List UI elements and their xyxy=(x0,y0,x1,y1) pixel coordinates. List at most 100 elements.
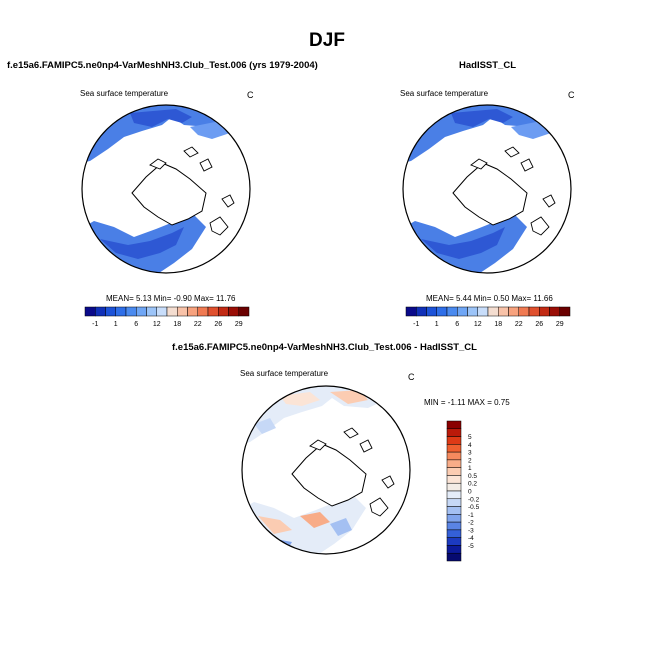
colorbar-swatch xyxy=(436,306,448,317)
colorbar-tick-label: 5 xyxy=(468,434,472,441)
panel2-colorbar: -1 1 6 12 18 22 26 29 xyxy=(405,306,571,328)
colorbar-tick-label: 22 xyxy=(194,321,202,328)
panel1-variable-label: Sea surface temperature xyxy=(80,89,169,98)
colorbar-tick-label: 0.5 xyxy=(468,473,477,480)
panel1-stats: MEAN= 5.13 Min= -0.90 Max= 11.76 xyxy=(106,294,236,303)
colorbar-swatch xyxy=(446,475,462,484)
colorbar-swatch xyxy=(228,306,239,317)
panel1-title: f.e15a6.FAMIPC5.ne0np4-VarMeshNH3.Club_T… xyxy=(7,60,318,71)
colorbar-tick-label: -2 xyxy=(468,520,474,527)
colorbar-tick-label: -1 xyxy=(413,321,419,328)
colorbar-swatch xyxy=(166,306,178,317)
colorbar-tick-label: 1 xyxy=(468,465,472,472)
colorbar-swatch xyxy=(528,306,540,317)
panel3-title: f.e15a6.FAMIPC5.ne0np4-VarMeshNH3.Club_T… xyxy=(172,342,477,353)
colorbar-swatch xyxy=(416,306,427,317)
colorbar-swatch xyxy=(156,306,168,317)
colorbar-swatch xyxy=(446,420,462,430)
panel3-variable-label: Sea surface temperature xyxy=(240,369,329,378)
colorbar-swatch xyxy=(105,306,116,317)
colorbar-swatch xyxy=(477,306,489,317)
colorbar-swatch xyxy=(446,490,462,500)
colorbar-tick-label: 3 xyxy=(468,450,472,457)
colorbar-tick-label: 6 xyxy=(455,321,459,328)
colorbar-swatch xyxy=(446,306,458,317)
panel2-variable-label: Sea surface temperature xyxy=(400,89,489,98)
colorbar-tick-label: 29 xyxy=(556,321,564,328)
colorbar-tick-label: -3 xyxy=(468,527,474,534)
colorbar-tick-label: -4 xyxy=(468,535,474,542)
colorbar-tick-label: -5 xyxy=(468,543,474,550)
colorbar-tick-label: -0.5 xyxy=(468,504,480,511)
panel1-units: C xyxy=(247,90,254,100)
panel2-polar-map xyxy=(402,104,572,274)
panel2-title: HadISST_CL xyxy=(459,60,517,71)
colorbar-tick-label: 1 xyxy=(114,321,118,328)
colorbar-swatch xyxy=(218,306,229,317)
colorbar-swatch xyxy=(539,306,550,317)
colorbar-tick-label: 18 xyxy=(173,321,181,328)
colorbar-swatch xyxy=(518,306,530,317)
colorbar-swatch xyxy=(238,306,250,317)
panel2-stats: MEAN= 5.44 Min= 0.50 Max= 11.66 xyxy=(426,294,553,303)
colorbar-swatch xyxy=(467,306,478,317)
colorbar-tick-label: -1 xyxy=(92,321,98,328)
colorbar-tick-label: 0 xyxy=(468,489,472,496)
colorbar-swatch xyxy=(457,306,468,317)
colorbar-swatch xyxy=(115,306,127,317)
colorbar-tick-label: 1 xyxy=(435,321,439,328)
colorbar-swatch xyxy=(446,482,462,492)
colorbar-swatch xyxy=(446,498,462,507)
colorbar-swatch xyxy=(187,306,198,317)
colorbar-swatch xyxy=(559,306,571,317)
colorbar-swatch xyxy=(446,467,462,476)
colorbar-swatch xyxy=(136,306,147,317)
colorbar-tick-label: -1 xyxy=(468,512,474,519)
colorbar-swatch xyxy=(446,428,462,437)
colorbar-swatch xyxy=(446,552,462,562)
colorbar-swatch xyxy=(405,306,417,317)
colorbar-swatch xyxy=(125,306,137,317)
colorbar-tick-label: 18 xyxy=(494,321,502,328)
colorbar-tick-label: 4 xyxy=(468,442,472,449)
colorbar-tick-label: 2 xyxy=(468,457,472,464)
colorbar-swatch xyxy=(487,306,499,317)
colorbar-tick-label: 22 xyxy=(515,321,523,328)
colorbar-swatch xyxy=(426,306,437,317)
colorbar-swatch xyxy=(446,451,462,461)
colorbar-tick-label: 6 xyxy=(134,321,138,328)
colorbar-tick-label: 12 xyxy=(474,321,482,328)
colorbar-swatch xyxy=(446,444,462,453)
colorbar-swatch xyxy=(146,306,157,317)
colorbar-swatch xyxy=(446,514,462,523)
figure-title: DJF xyxy=(309,30,345,51)
panel3-polar-map xyxy=(241,385,411,555)
panel1-polar-map xyxy=(81,104,251,274)
colorbar-swatch xyxy=(84,306,96,317)
colorbar-swatch xyxy=(446,436,462,445)
colorbar-swatch xyxy=(177,306,188,317)
colorbar-tick-label: 0.2 xyxy=(468,481,477,488)
colorbar-swatch xyxy=(508,306,519,317)
panel2-units: C xyxy=(568,90,575,100)
colorbar-swatch xyxy=(207,306,219,317)
colorbar-tick-label: 26 xyxy=(214,321,222,328)
colorbar-swatch xyxy=(446,529,462,538)
colorbar-tick-label: -0.2 xyxy=(468,496,480,503)
colorbar-swatch xyxy=(446,537,462,546)
colorbar-swatch xyxy=(498,306,509,317)
colorbar-swatch xyxy=(446,521,462,531)
panel3-stats: MIN = -1.11 MAX = 0.75 xyxy=(424,398,510,407)
colorbar-swatch xyxy=(549,306,560,317)
colorbar-swatch xyxy=(446,545,462,554)
colorbar-swatch xyxy=(95,306,106,317)
panel1-colorbar: -1 1 6 12 18 22 26 29 xyxy=(84,306,250,328)
colorbar-swatch xyxy=(197,306,209,317)
colorbar-tick-label: 12 xyxy=(153,321,161,328)
colorbar-swatch xyxy=(446,506,462,515)
colorbar-tick-label: 29 xyxy=(235,321,243,328)
panel3-units: C xyxy=(408,372,415,382)
colorbar-swatch xyxy=(446,459,462,468)
colorbar-tick-label: 26 xyxy=(535,321,543,328)
